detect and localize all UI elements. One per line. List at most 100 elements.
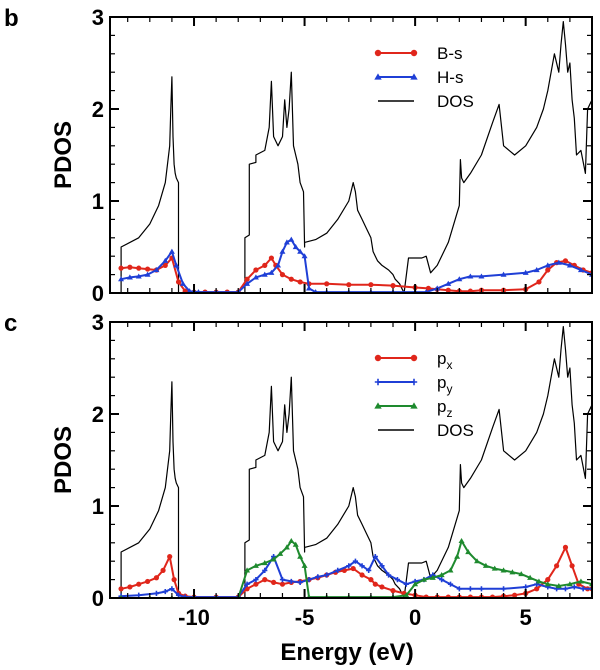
- data-point-h-s: [153, 267, 160, 273]
- data-point-py: [366, 567, 372, 573]
- data-point-h-s: [268, 269, 275, 275]
- data-point-h-s: [577, 267, 584, 273]
- data-point-h-s: [168, 248, 175, 254]
- data-point-py: [335, 567, 341, 573]
- y-tick-label: 2: [92, 402, 104, 427]
- data-point-py: [262, 567, 268, 573]
- data-point-pz: [544, 581, 551, 587]
- data-point-h-s: [135, 273, 142, 279]
- data-point-pz: [465, 549, 472, 555]
- data-point-py: [580, 586, 586, 592]
- y-tick-label: 1: [92, 494, 104, 519]
- data-point-px: [144, 578, 151, 585]
- data-point-px: [372, 581, 378, 587]
- data-point-py: [478, 586, 485, 592]
- series-line-dos: [118, 21, 592, 293]
- y-tick-label: 0: [92, 281, 104, 306]
- legend: B-s H-s DOS: [374, 44, 474, 111]
- series-line-b-s: [120, 257, 592, 293]
- legend-marker: [410, 378, 418, 386]
- data-point-py: [571, 584, 577, 590]
- legend-marker: [410, 354, 418, 362]
- panel-letter-c: c: [4, 310, 17, 337]
- data-point-h-s: [456, 276, 463, 282]
- data-point-py: [315, 574, 321, 580]
- legend-entry-dos: DOS: [378, 92, 474, 111]
- data-point-b-s: [244, 276, 250, 282]
- y-tick-label: 3: [92, 5, 104, 30]
- data-point-pz: [412, 581, 419, 587]
- legend-entry-dos: DOS: [378, 421, 474, 440]
- data-point-px: [534, 586, 540, 592]
- data-point-pz: [270, 556, 277, 562]
- data-point-py: [439, 577, 445, 583]
- data-point-h-s: [118, 276, 125, 282]
- y-tick-label: 3: [92, 310, 104, 335]
- legend-label: B-s: [437, 44, 463, 63]
- legend-marker: [374, 73, 382, 80]
- data-point-px: [368, 577, 374, 583]
- data-point-px: [350, 565, 356, 572]
- data-point-h-s: [434, 285, 441, 291]
- data-point-h-s: [500, 271, 507, 277]
- data-point-h-s: [288, 236, 295, 242]
- data-point-px: [359, 572, 365, 578]
- data-point-h-s: [252, 274, 259, 280]
- data-point-b-s: [268, 255, 275, 261]
- data-point-py: [253, 577, 259, 583]
- data-point-h-s: [173, 262, 180, 268]
- data-point-pz: [283, 544, 290, 550]
- y-tick-label: 2: [92, 97, 104, 122]
- data-point-pz: [577, 578, 584, 584]
- x-axis-title: Energy (eV): [280, 639, 413, 666]
- legend-entry-b-s: B-s: [374, 44, 463, 63]
- data-point-pz: [500, 567, 507, 573]
- data-point-b-s: [162, 262, 168, 268]
- y-axis-title: PDOS: [50, 121, 77, 189]
- data-point-h-s: [566, 262, 573, 268]
- data-point-pz: [509, 569, 516, 575]
- series-line-pz: [121, 540, 592, 598]
- data-point-b-s: [279, 272, 286, 278]
- data-point-py: [297, 579, 303, 585]
- data-point-h-s: [297, 248, 304, 254]
- data-point-px: [390, 588, 396, 594]
- data-point-py: [153, 590, 160, 596]
- data-point-pz: [297, 553, 304, 559]
- data-point-b-s: [536, 279, 542, 285]
- data-point-px: [279, 581, 286, 587]
- y-tick-label: 1: [92, 189, 104, 214]
- data-point-h-s: [244, 280, 251, 286]
- data-point-px: [512, 592, 518, 598]
- data-point-py: [562, 586, 569, 592]
- x-tick-label: -5: [295, 605, 315, 630]
- data-point-pz: [288, 537, 295, 544]
- data-point-py: [467, 586, 473, 592]
- legend-marker: [410, 402, 418, 409]
- data-point-pz: [474, 558, 481, 564]
- plot-area: [118, 326, 592, 598]
- data-point-b-s: [182, 288, 188, 293]
- data-point-px: [253, 581, 259, 587]
- data-point-px: [562, 544, 569, 551]
- data-point-py: [175, 592, 182, 598]
- data-point-px: [379, 584, 385, 590]
- data-point-py: [372, 554, 378, 560]
- legend-subscript: y: [446, 382, 452, 396]
- legend-marker: [374, 402, 382, 409]
- data-point-h-s: [144, 271, 151, 277]
- data-point-pz: [518, 571, 525, 577]
- data-point-pz: [454, 553, 461, 559]
- data-point-pz: [261, 560, 268, 566]
- legend-label: DOS: [437, 92, 474, 111]
- data-point-py: [359, 563, 365, 569]
- data-point-b-s: [390, 283, 396, 289]
- data-point-py: [169, 586, 175, 592]
- data-point-py: [523, 584, 529, 590]
- x-tick-label: 5: [520, 605, 532, 630]
- legend-subscript: x: [446, 358, 452, 372]
- data-point-py: [379, 563, 385, 569]
- data-point-h-s: [306, 285, 312, 291]
